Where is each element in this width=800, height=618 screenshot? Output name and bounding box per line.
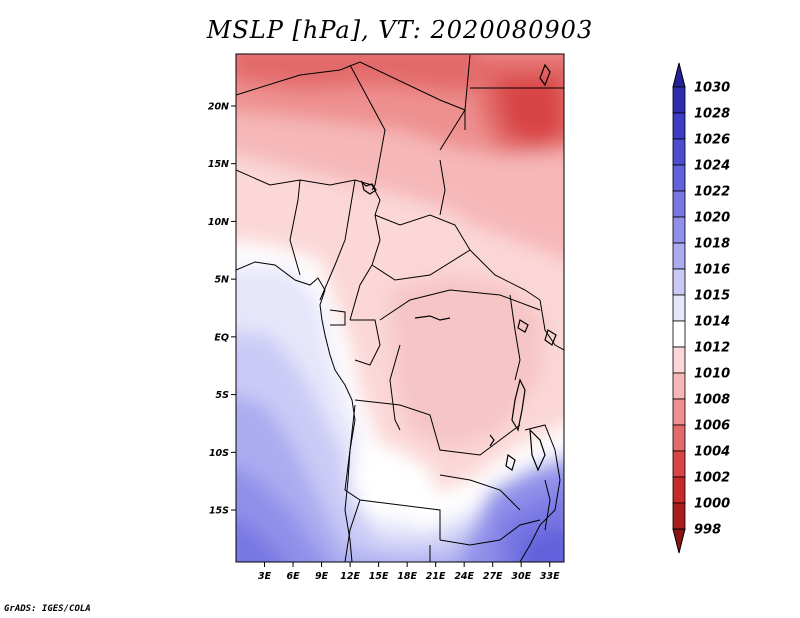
x-tick-label: 18E xyxy=(397,571,417,582)
chart-title: MSLP [hPa], VT: 2020080903 xyxy=(206,16,594,44)
colorbar-label: 998 xyxy=(694,523,721,538)
colorbar-extend-top xyxy=(672,62,686,88)
coastline xyxy=(236,261,356,562)
colorbar-label: 1018 xyxy=(694,237,730,252)
colorbar-segment xyxy=(672,294,686,322)
colorbar-label: 1000 xyxy=(694,497,730,512)
colorbar-segment xyxy=(672,372,686,400)
x-tick-label: 24E xyxy=(454,571,474,582)
y-tick-label: 5S xyxy=(216,390,230,401)
colorbar-segment xyxy=(672,112,686,140)
colorbar-label: 1010 xyxy=(694,367,730,382)
x-tick-label: 15E xyxy=(369,571,389,582)
x-tick-label: 6E xyxy=(286,571,300,582)
x-tick-label: 21E xyxy=(426,571,446,582)
colorbar-segment xyxy=(672,164,686,192)
y-tick-label: 20N xyxy=(208,101,229,112)
colorbar-label: 1012 xyxy=(694,341,730,356)
map-frame xyxy=(235,53,565,563)
colorbar-segment xyxy=(672,242,686,270)
colorbar-segment xyxy=(672,190,686,218)
colorbar-label: 1028 xyxy=(694,107,730,122)
x-tick-label: 27E xyxy=(483,571,503,582)
x-tick-label: 33E xyxy=(540,571,560,582)
colorbar-label: 1004 xyxy=(694,445,730,460)
colorbar-label: 1014 xyxy=(694,315,730,330)
x-tick-label: 30E xyxy=(511,571,531,582)
colorbar-segment xyxy=(672,450,686,478)
colorbar-segment xyxy=(672,216,686,244)
colorbar-extend-bottom xyxy=(672,528,686,554)
y-tick-label: 15S xyxy=(209,506,229,517)
y-tick-label: EQ xyxy=(214,332,229,343)
colorbar-segment xyxy=(672,268,686,296)
colorbar-label: 1024 xyxy=(694,159,730,174)
x-tick-label: 9E xyxy=(315,571,329,582)
colorbar-label: 1015 xyxy=(694,289,730,304)
y-tick-label: 10S xyxy=(209,448,229,459)
colorbar-segment xyxy=(672,476,686,504)
y-tick-label: 10N xyxy=(208,217,229,228)
colorbar-label: 1006 xyxy=(694,419,730,434)
colorbar-segment xyxy=(672,398,686,426)
pressure-field xyxy=(236,54,564,562)
footer-credit: GrADS: IGES/COLA xyxy=(4,604,91,614)
colorbar-label: 1026 xyxy=(694,133,730,148)
colorbar-label: 1022 xyxy=(694,185,730,200)
x-tick-label: 3E xyxy=(258,571,272,582)
colorbar-label: 1008 xyxy=(694,393,730,408)
colorbar-label: 1002 xyxy=(694,471,730,486)
country-borders xyxy=(236,54,564,562)
lake-outlines xyxy=(360,63,557,472)
colorbar-segment xyxy=(672,138,686,166)
colorbar-label: 1016 xyxy=(694,263,730,278)
colorbar: 1030 1028 1026 1024 1022 1020 1018 1016 1015 1014… xyxy=(672,62,730,554)
x-tick-label: 12E xyxy=(340,571,360,582)
colorbar-segment xyxy=(672,346,686,374)
x-axis-ticks: 3E 6E 9E 12E 15E 18E 21E 24E 27E 30E 33E xyxy=(258,562,560,582)
colorbar-segment xyxy=(672,502,686,530)
y-tick-label: 15N xyxy=(208,159,229,170)
colorbar-label: 1030 xyxy=(694,81,730,96)
colorbar-segment xyxy=(672,320,686,348)
y-axis-ticks: 20N 15N 10N 5N EQ 5S 10S 15S xyxy=(208,101,236,517)
colorbar-segment xyxy=(672,424,686,452)
colorbar-segment xyxy=(672,86,686,114)
colorbar-label: 1020 xyxy=(694,211,730,226)
y-tick-label: 5N xyxy=(214,275,229,286)
